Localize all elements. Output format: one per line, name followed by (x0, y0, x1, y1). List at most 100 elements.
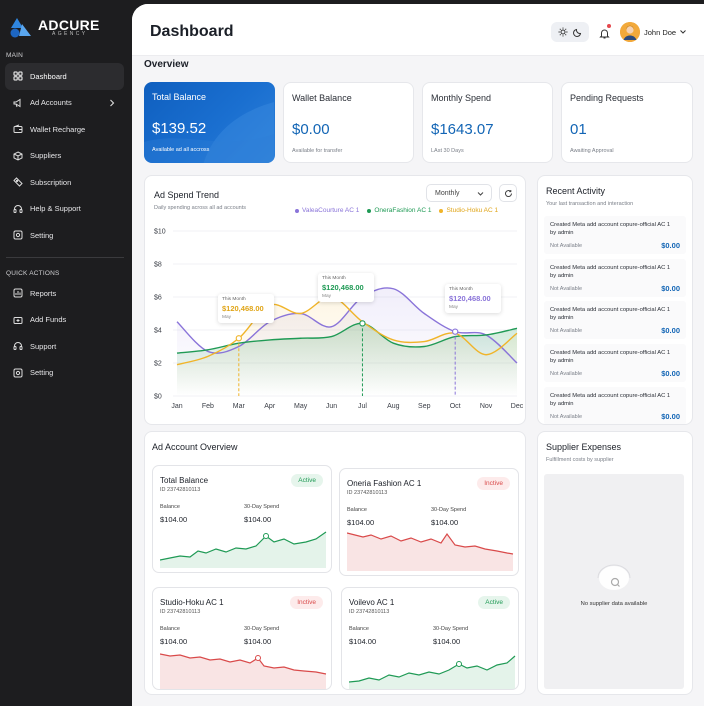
sidebar-item-reports[interactable]: Reports (5, 280, 124, 307)
activity-title: Created Meta add account copure-official… (550, 265, 671, 280)
sidebar-item-dashboard[interactable]: Dashboard (5, 63, 124, 90)
legend-label: OneraFashion AC 1 (374, 207, 432, 214)
headset-icon (13, 341, 23, 351)
sidebar-item-label: Reports (30, 288, 57, 298)
activity-amount: $0.00 (661, 369, 680, 378)
balance-label: Balance (160, 504, 180, 510)
theme-toggle[interactable] (551, 22, 589, 42)
chart-tooltip: This Month $120,468.00 May (445, 284, 501, 313)
account-name: Total Balance (160, 476, 209, 485)
legend-item[interactable]: OneraFashion AC 1 (367, 207, 431, 214)
period-select[interactable]: Monthly (426, 184, 492, 202)
status-badge: Inctive (477, 477, 510, 490)
refresh-button[interactable] (499, 184, 517, 202)
card-title: Supplier Expenses (546, 442, 622, 452)
card-subtitle: Fulfillment costs by supplier (546, 457, 614, 463)
sidebar-item-wallet-recharge[interactable]: Wallet Recharge (5, 116, 124, 143)
activity-status: Not Available (550, 328, 583, 334)
data-point-marker (452, 328, 459, 335)
card-subtitle: Your last transaction and interaction (546, 201, 634, 207)
grid-icon (13, 71, 23, 81)
activity-item[interactable]: Created Meta add account copure-official… (544, 216, 686, 254)
stat-card-pending-requests[interactable]: Pending Requests 01 Awaiting Approval (561, 82, 693, 163)
chart-tooltip: This Month $120,468.00 May (218, 294, 274, 323)
brand-logo[interactable]: ADCURE AGENCY (9, 16, 100, 38)
sparkline-marker (255, 655, 261, 661)
stat-value: $139.52 (152, 120, 207, 137)
stat-card-wallet-balance[interactable]: Wallet Balance $0.00 Available for trans… (283, 82, 414, 163)
chevron-down-icon[interactable] (679, 28, 687, 36)
y-tick-label: $8 (154, 262, 162, 269)
data-point-marker (359, 320, 366, 327)
sidebar-item-label: Wallet Recharge (30, 124, 86, 134)
activity-title: Created Meta add account copure-official… (550, 222, 671, 237)
spend-label: 30-Day Spend (244, 626, 280, 632)
card-title: Ad Account Overview (152, 442, 238, 452)
main-nav: Dashboard Ad Accounts Wallet Recharge Su… (5, 63, 124, 249)
brand-tagline: AGENCY (52, 30, 88, 37)
quick-actions-nav: Reports Add Funds Support Setting (5, 280, 124, 386)
activity-item[interactable]: Created Meta add account copure-official… (544, 387, 686, 424)
legend-item[interactable]: ValeaCourture AC 1 (295, 207, 359, 214)
x-tick-label: Nov (480, 403, 493, 410)
sidebar-item-subscription[interactable]: Subscription (5, 169, 124, 196)
activity-item[interactable]: Created Meta add account copure-official… (544, 301, 686, 339)
brand-name: ADCURE (38, 16, 100, 33)
sidebar-item-add-funds[interactable]: Add Funds (5, 307, 124, 334)
box-icon (13, 151, 23, 161)
account-card[interactable]: Voilevo AC 1 ID 23742810113 Active Balan… (341, 587, 519, 690)
user-name[interactable]: John Doe (644, 28, 677, 37)
x-tick-label: Feb (202, 403, 214, 410)
sidebar-item-setting[interactable]: Setting (5, 222, 124, 249)
recent-activity-card: Recent Activity Your last transaction an… (537, 175, 693, 425)
sidebar-item-suppliers[interactable]: Suppliers (5, 143, 124, 170)
stat-card-monthly-spend[interactable]: Monthly Spend $1643.07 LAst 30 Days (422, 82, 553, 163)
notification-bell[interactable] (599, 24, 611, 39)
activity-amount: $0.00 (661, 412, 680, 421)
status-badge: Inctive (290, 596, 323, 609)
balance-value: $104.00 (349, 637, 377, 646)
activity-item[interactable]: Created Meta add account copure-official… (544, 344, 686, 382)
sun-icon[interactable] (558, 27, 568, 37)
tooltip-label: This Month (222, 297, 246, 302)
sidebar-item-quick-setting[interactable]: Setting (5, 360, 124, 387)
spend-value: $104.00 (244, 637, 272, 646)
sidebar-item-help-support[interactable]: Help & Support (5, 196, 124, 223)
avatar[interactable] (620, 22, 640, 42)
x-tick-label: Jan (171, 403, 182, 410)
ticket-icon (13, 177, 23, 187)
account-name: Voilevo AC 1 (349, 598, 395, 607)
sidebar-item-support[interactable]: Support (5, 333, 124, 360)
stat-subtext: LAst 30 Days (431, 148, 464, 154)
tooltip-value: $120,468.00 (449, 294, 491, 303)
sidebar-item-label: Subscription (30, 177, 72, 187)
bell-icon (599, 29, 610, 39)
account-card[interactable]: Studio-Hoku AC 1 ID 23742810113 Inctive … (152, 587, 332, 690)
sparkline-area (349, 656, 515, 689)
account-card[interactable]: Oneria Fashion AC 1 ID 23742810113 Incti… (339, 468, 519, 576)
x-tick-label: Aug (387, 403, 400, 410)
stat-value: $0.00 (292, 121, 330, 138)
activity-title: Created Meta add account copure-official… (550, 350, 671, 365)
moon-icon[interactable] (572, 27, 583, 37)
card-wave-decoration (144, 102, 274, 163)
stat-card-total-balance[interactable]: Total Balance $139.52 Available ad all a… (144, 82, 275, 163)
ad-spend-trend-card: Ad Spend Trend Daily spending across all… (144, 175, 526, 425)
activity-item[interactable]: Created Meta add account copure-official… (544, 259, 686, 297)
spend-value: $104.00 (244, 515, 272, 524)
series-line (176, 296, 518, 366)
sidebar-item-ad-accounts[interactable]: Ad Accounts (5, 90, 124, 117)
stat-subtext: Awaiting Approval (570, 148, 614, 154)
sidebar-item-label: Ad Accounts (30, 98, 72, 108)
stat-label: Monthly Spend (431, 93, 492, 103)
tooltip-label: This Month (449, 287, 473, 292)
sidebar: ADCURE AGENCY MAIN Dashboard Ad Accounts… (0, 0, 131, 706)
megaphone-icon (13, 98, 23, 108)
legend-item[interactable]: Studio-Hoku AC 1 (439, 207, 498, 214)
activity-status: Not Available (550, 371, 583, 377)
legend-dot (295, 208, 299, 213)
y-tick-label: $10 (154, 229, 166, 236)
section-label-quick-actions: QUICK ACTIONS (6, 270, 60, 277)
account-card[interactable]: Total Balance ID 23742810113 Active Bala… (152, 465, 332, 573)
y-tick-label: $0 (154, 394, 162, 401)
